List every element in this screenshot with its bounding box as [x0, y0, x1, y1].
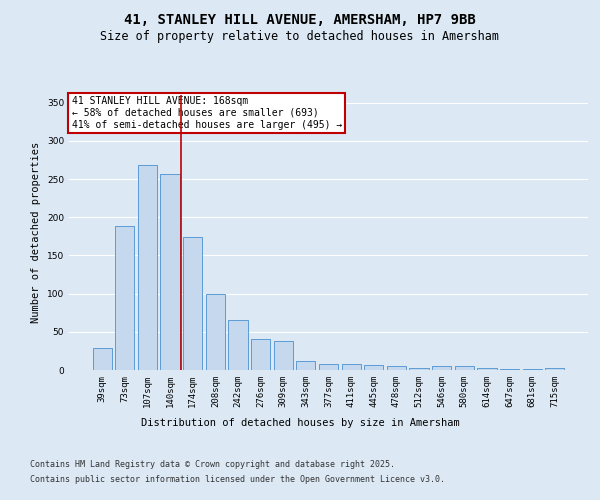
- Bar: [500, 369, 519, 370]
- Bar: [92, 348, 112, 370]
- Bar: [229, 320, 248, 370]
- Bar: [206, 294, 225, 370]
- Bar: [364, 364, 383, 370]
- Bar: [545, 368, 565, 370]
- Text: 41 STANLEY HILL AVENUE: 168sqm
← 58% of detached houses are smaller (693)
41% of: 41 STANLEY HILL AVENUE: 168sqm ← 58% of …: [71, 96, 342, 130]
- Bar: [138, 166, 157, 370]
- Bar: [523, 369, 542, 370]
- Text: Distribution of detached houses by size in Amersham: Distribution of detached houses by size …: [140, 418, 460, 428]
- Bar: [409, 368, 428, 370]
- Bar: [251, 340, 270, 370]
- Bar: [319, 364, 338, 370]
- Text: 41, STANLEY HILL AVENUE, AMERSHAM, HP7 9BB: 41, STANLEY HILL AVENUE, AMERSHAM, HP7 9…: [124, 12, 476, 26]
- Text: Contains public sector information licensed under the Open Government Licence v3: Contains public sector information licen…: [30, 475, 445, 484]
- Bar: [432, 366, 451, 370]
- Bar: [341, 364, 361, 370]
- Bar: [274, 341, 293, 370]
- Bar: [455, 366, 474, 370]
- Y-axis label: Number of detached properties: Number of detached properties: [31, 142, 41, 323]
- Bar: [387, 366, 406, 370]
- Bar: [296, 361, 316, 370]
- Text: Size of property relative to detached houses in Amersham: Size of property relative to detached ho…: [101, 30, 499, 43]
- Bar: [160, 174, 180, 370]
- Bar: [115, 226, 134, 370]
- Bar: [183, 237, 202, 370]
- Bar: [477, 368, 497, 370]
- Text: Contains HM Land Registry data © Crown copyright and database right 2025.: Contains HM Land Registry data © Crown c…: [30, 460, 395, 469]
